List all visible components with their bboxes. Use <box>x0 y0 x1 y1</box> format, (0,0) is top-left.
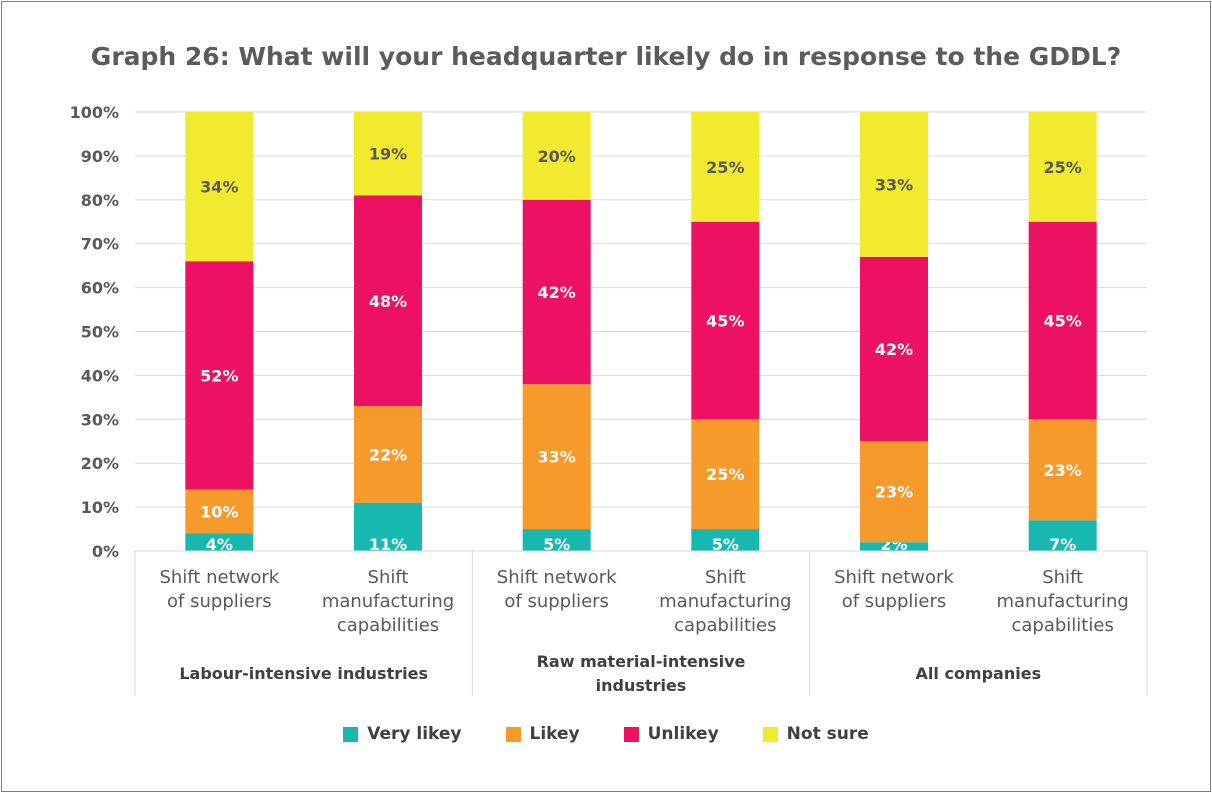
y-tick-label: 20% <box>81 454 119 473</box>
bar-segment-unlikey <box>185 261 254 490</box>
y-tick-label: 80% <box>81 191 119 210</box>
y-tick-label: 40% <box>81 366 119 385</box>
y-tick-label: 60% <box>81 279 119 298</box>
group-label: Raw material-intensive industries <box>537 652 746 695</box>
legend-swatch <box>762 726 778 742</box>
data-label: 25% <box>706 465 744 484</box>
bar-segment-very-likey <box>691 529 760 551</box>
legend-item: Likey <box>505 724 580 744</box>
legend-item: Unlikey <box>623 724 719 744</box>
legend-item: Not sure <box>762 724 869 744</box>
legend-swatch <box>623 726 639 742</box>
bar-segment-likey <box>860 441 928 543</box>
bar-segment-not-sure <box>354 112 422 196</box>
bar-segment-not-sure <box>522 112 591 200</box>
data-label: 23% <box>1044 461 1082 480</box>
bar-segment-unlikey <box>354 195 422 407</box>
y-tick-label: 70% <box>81 235 119 254</box>
bar-segment-very-likey <box>354 502 422 551</box>
x-tick-label: Shift manufacturing capabilities <box>996 567 1128 636</box>
x-tick-label: Shift manufacturing capabilities <box>322 567 454 636</box>
bar-segment-unlikey <box>1028 221 1097 420</box>
bar-segment-likey <box>185 489 254 534</box>
data-label: 42% <box>875 340 913 359</box>
legend-label: Likey <box>529 724 580 744</box>
data-label: 25% <box>706 158 744 177</box>
data-label: 10% <box>200 502 238 521</box>
data-label: 45% <box>1044 312 1082 331</box>
y-tick-label: 10% <box>81 498 119 517</box>
bar-segment-very-likey <box>1028 520 1097 551</box>
x-tick-label: Shift network of suppliers <box>159 567 279 612</box>
bar-segment-not-sure <box>691 112 760 222</box>
data-label: 4% <box>206 535 233 554</box>
data-label: 5% <box>543 535 570 554</box>
bar-segment-unlikey <box>522 199 591 385</box>
bar-segment-unlikey <box>860 256 928 442</box>
data-label: 7% <box>1049 535 1076 554</box>
legend-label: Not sure <box>786 724 869 744</box>
x-tick-label: Shift network of suppliers <box>834 567 954 612</box>
bar-segment-very-likey <box>860 542 928 551</box>
data-label: 19% <box>369 145 407 164</box>
data-label: 33% <box>538 448 576 467</box>
data-label: 48% <box>369 292 407 311</box>
legend-label: Very likey <box>367 724 462 744</box>
bar-segment-likey <box>354 406 422 503</box>
data-label: 45% <box>706 312 744 331</box>
y-tick-label: 100% <box>70 103 119 122</box>
group-label: Labour-intensive industries <box>179 664 428 683</box>
bar-segment-not-sure <box>185 112 254 262</box>
data-label: 33% <box>875 175 913 194</box>
group-label: All companies <box>916 664 1042 683</box>
bar-segment-very-likey <box>522 529 591 551</box>
y-tick-label: 30% <box>81 410 119 429</box>
data-label: 11% <box>369 535 407 554</box>
legend-swatch <box>343 726 359 742</box>
bar-segment-likey <box>1028 419 1097 521</box>
bar-segment-likey <box>691 419 760 530</box>
bar-segment-not-sure <box>1028 112 1097 222</box>
data-label: 34% <box>200 178 238 197</box>
data-label: 22% <box>369 445 407 464</box>
data-label: 20% <box>538 147 576 166</box>
data-label: 5% <box>712 535 739 554</box>
legend-label: Unlikey <box>647 724 719 744</box>
x-tick-label: Shift network of suppliers <box>497 567 617 612</box>
bar-segment-not-sure <box>860 112 928 257</box>
data-label: 52% <box>200 366 238 385</box>
bar-segment-very-likey <box>185 533 254 551</box>
x-tick-label: Shift manufacturing capabilities <box>659 567 791 636</box>
chart-title: Graph 26: What will your headquarter lik… <box>90 42 1122 71</box>
y-tick-label: 0% <box>92 542 119 561</box>
bar-segment-unlikey <box>691 221 760 420</box>
chart-legend: Very likey Likey Unlikey Not sure <box>0 724 1212 744</box>
data-label: 23% <box>875 483 913 502</box>
legend-item: Very likey <box>343 724 462 744</box>
data-label: 42% <box>538 283 576 302</box>
y-tick-label: 90% <box>81 147 119 166</box>
data-label: 25% <box>1044 158 1082 177</box>
bar-segment-likey <box>522 384 591 530</box>
legend-swatch <box>505 726 521 742</box>
y-tick-label: 50% <box>81 323 119 342</box>
